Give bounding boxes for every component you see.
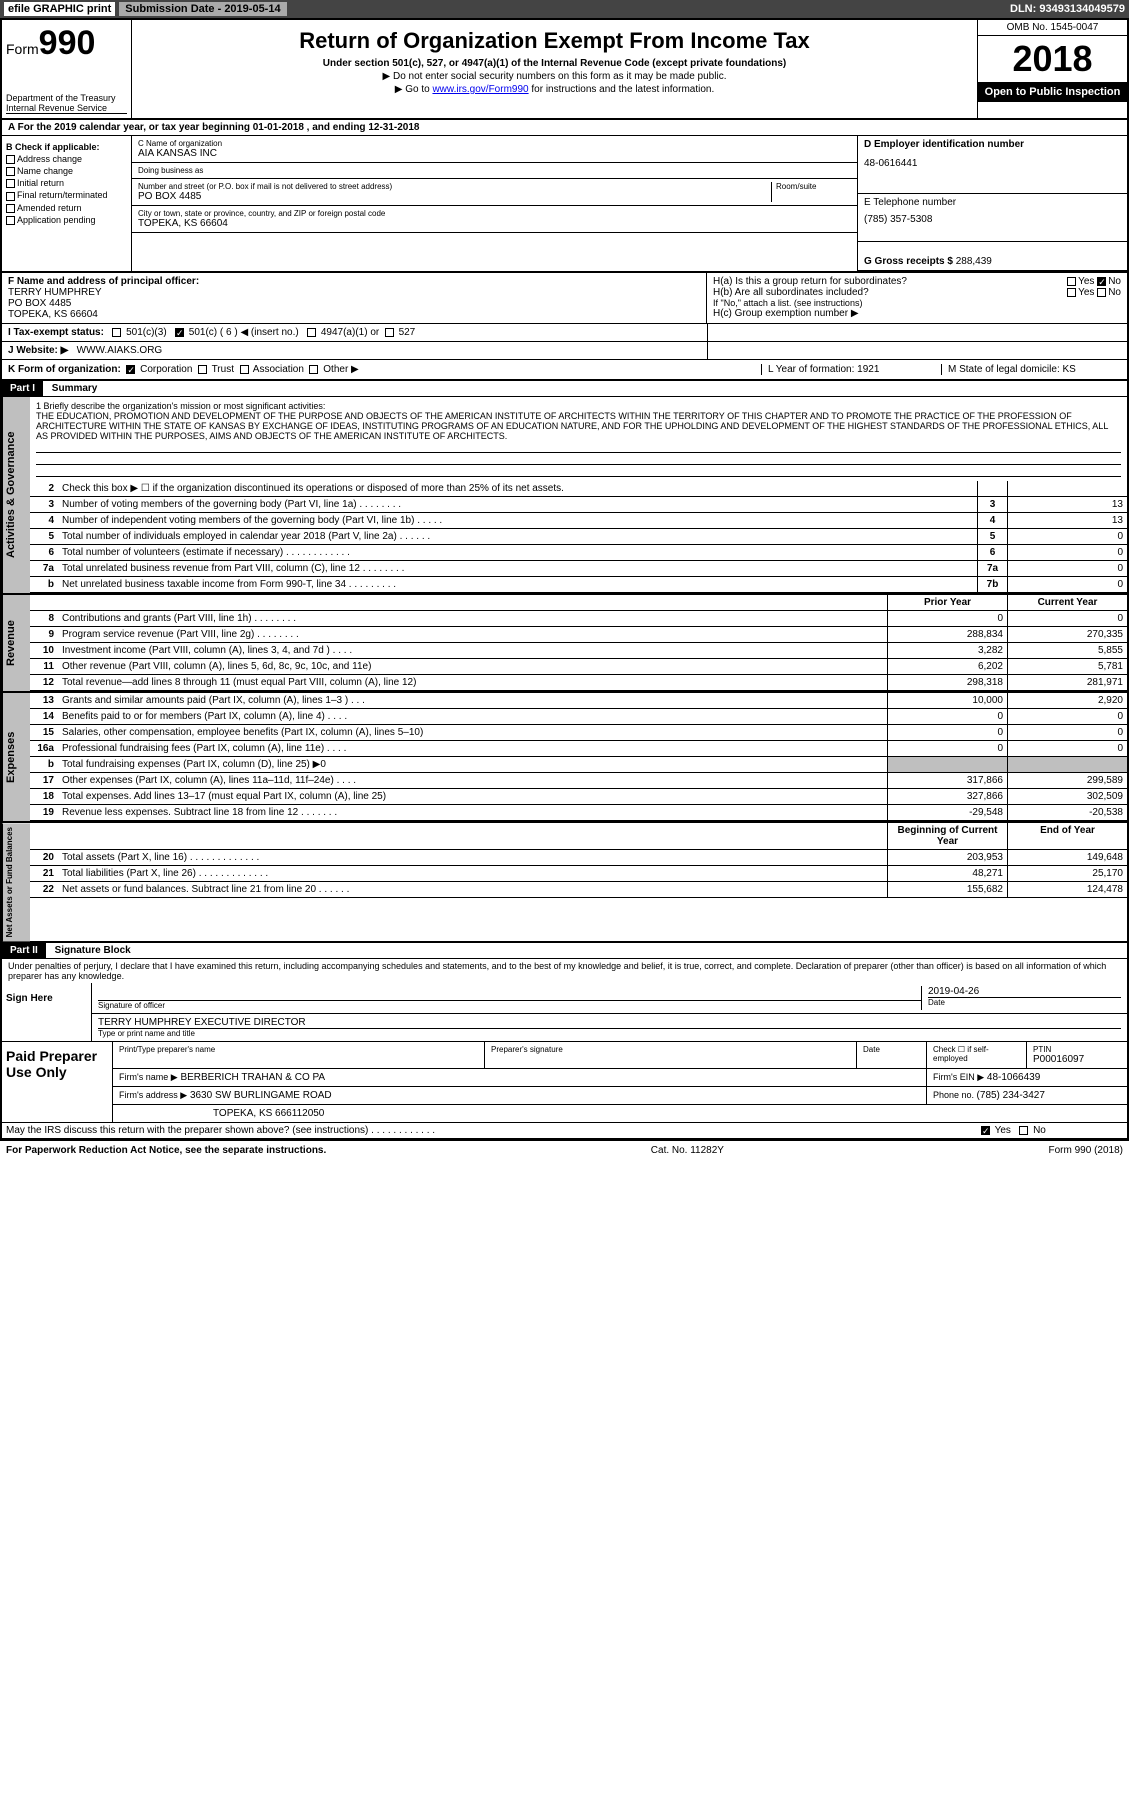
mission-text: THE EDUCATION, PROMOTION AND DEVELOPMENT…: [36, 411, 1121, 441]
form-container: Form990 Department of the Treasury Inter…: [0, 18, 1129, 1141]
line-8: 8 Contributions and grants (Part VIII, l…: [30, 611, 1127, 627]
line-14: 14 Benefits paid to or for members (Part…: [30, 709, 1127, 725]
line-4: 4 Number of independent voting members o…: [30, 513, 1127, 529]
line-17: 17 Other expenses (Part IX, column (A), …: [30, 773, 1127, 789]
line-b: b Net unrelated business taxable income …: [30, 577, 1127, 593]
form-subtitle: Under section 501(c), 527, or 4947(a)(1)…: [140, 58, 969, 69]
line-21: 21 Total liabilities (Part X, line 26) .…: [30, 866, 1127, 882]
line-19: 19 Revenue less expenses. Subtract line …: [30, 805, 1127, 821]
submission-date: Submission Date - 2019-05-14: [119, 2, 286, 16]
paid-preparer-block: Paid Preparer Use Only Print/Type prepar…: [2, 1042, 1127, 1123]
state-domicile: KS: [1063, 364, 1076, 375]
section-expenses: Expenses 13 Grants and similar amounts p…: [2, 691, 1127, 821]
col-header-py-cy: Prior Year Current Year: [30, 595, 1127, 611]
h-a: H(a) Is this a group return for subordin…: [713, 276, 1121, 287]
officer-name-title: TERRY HUMPHREY EXECUTIVE DIRECTOR: [98, 1017, 1121, 1028]
line-13: 13 Grants and similar amounts paid (Part…: [30, 693, 1127, 709]
tax-year: 2018: [978, 36, 1127, 82]
line-b: b Total fundraising expenses (Part IX, c…: [30, 757, 1127, 773]
firm-phone: (785) 234-3427: [977, 1090, 1045, 1101]
row-a-tax-year: A For the 2019 calendar year, or tax yea…: [2, 120, 1127, 136]
irs-label: Internal Revenue Service: [6, 103, 127, 114]
section-revenue: Revenue Prior Year Current Year 8 Contri…: [2, 593, 1127, 691]
perjury-statement: Under penalties of perjury, I declare th…: [2, 959, 1127, 983]
row-i-tax-status: I Tax-exempt status: 501(c)(3) ✓ 501(c) …: [2, 324, 1127, 342]
mission: 1 Briefly describe the organization's mi…: [30, 397, 1127, 481]
city-state-zip: TOPEKA, KS 66604: [138, 218, 851, 229]
form-number: Form990: [6, 24, 127, 63]
h-c: H(c) Group exemption number ▶: [713, 308, 1121, 319]
header: Form990 Department of the Treasury Inter…: [2, 20, 1127, 120]
street-address: PO BOX 4485: [138, 191, 771, 202]
row-k-form-org: K Form of organization: ✓ Corporation Tr…: [2, 360, 1127, 381]
line-12: 12 Total revenue—add lines 8 through 11 …: [30, 675, 1127, 691]
ptin: P00016097: [1033, 1054, 1121, 1065]
line-11: 11 Other revenue (Part VIII, column (A),…: [30, 659, 1127, 675]
cb-name-change[interactable]: Name change: [6, 166, 127, 176]
cb-pending[interactable]: Application pending: [6, 215, 127, 225]
cb-amended[interactable]: Amended return: [6, 203, 127, 213]
sign-date: 2019-04-26: [928, 986, 1121, 997]
sign-here-block: Sign Here Signature of officer 2019-04-2…: [2, 983, 1127, 1042]
omb-number: OMB No. 1545-0047: [978, 20, 1127, 36]
irs-link[interactable]: www.irs.gov/Form990: [432, 84, 528, 95]
note-ssn: ▶ Do not enter social security numbers o…: [140, 71, 969, 82]
discuss-row: May the IRS discuss this return with the…: [2, 1123, 1127, 1139]
ein: 48-0616441: [864, 158, 1121, 169]
line-3: 3 Number of voting members of the govern…: [30, 497, 1127, 513]
line-9: 9 Program service revenue (Part VIII, li…: [30, 627, 1127, 643]
cb-final-return[interactable]: Final return/terminated: [6, 190, 127, 200]
line-16a: 16a Professional fundraising fees (Part …: [30, 741, 1127, 757]
year-formation: 1921: [857, 364, 879, 375]
efile-badge: efile GRAPHIC print: [4, 2, 115, 16]
h-b: H(b) Are all subordinates included? Yes …: [713, 287, 1121, 298]
firm-ein: 48-1066439: [987, 1072, 1040, 1083]
section-net-assets: Net Assets or Fund Balances Beginning of…: [2, 821, 1127, 941]
cb-address-change[interactable]: Address change: [6, 154, 127, 164]
form-title: Return of Organization Exempt From Incom…: [140, 28, 969, 54]
part-i-header: Part I Summary: [2, 381, 1127, 397]
col-c-org-info: C Name of organization AIA KANSAS INC Do…: [132, 136, 857, 271]
telephone: (785) 357-5308: [864, 214, 1121, 225]
cb-initial-return[interactable]: Initial return: [6, 178, 127, 188]
line-6: 6 Total number of volunteers (estimate i…: [30, 545, 1127, 561]
col-header-begin-end: Beginning of Current Year End of Year: [30, 823, 1127, 850]
firm-address: 3630 SW BURLINGAME ROAD: [190, 1090, 332, 1101]
col-d-ein: D Employer identification number 48-0616…: [857, 136, 1127, 271]
line-7a: 7a Total unrelated business revenue from…: [30, 561, 1127, 577]
part-ii-header: Part II Signature Block: [2, 941, 1127, 959]
open-public: Open to Public Inspection: [978, 82, 1127, 102]
note-link: ▶ Go to www.irs.gov/Form990 for instruct…: [140, 84, 969, 95]
officer-name: TERRY HUMPHREY: [8, 287, 700, 298]
dln: DLN: 93493134049579: [1010, 3, 1125, 15]
col-b-checkboxes: B Check if applicable: Address change Na…: [2, 136, 132, 271]
block-bcd: B Check if applicable: Address change Na…: [2, 136, 1127, 273]
line-15: 15 Salaries, other compensation, employe…: [30, 725, 1127, 741]
row-f-officer: F Name and address of principal officer:…: [2, 273, 1127, 324]
footer: For Paperwork Reduction Act Notice, see …: [0, 1141, 1129, 1160]
line-22: 22 Net assets or fund balances. Subtract…: [30, 882, 1127, 898]
line-5: 5 Total number of individuals employed i…: [30, 529, 1127, 545]
org-name: AIA KANSAS INC: [138, 148, 851, 159]
top-bar: efile GRAPHIC print Submission Date - 20…: [0, 0, 1129, 18]
section-governance: Activities & Governance 1 Briefly descri…: [2, 397, 1127, 593]
website: WWW.AIAKS.ORG: [77, 345, 163, 356]
line-18: 18 Total expenses. Add lines 13–17 (must…: [30, 789, 1127, 805]
dept-treasury: Department of the Treasury: [6, 93, 127, 103]
firm-name: BERBERICH TRAHAN & CO PA: [180, 1072, 325, 1083]
line-10: 10 Investment income (Part VIII, column …: [30, 643, 1127, 659]
line-20: 20 Total assets (Part X, line 16) . . . …: [30, 850, 1127, 866]
gross-receipts: 288,439: [956, 256, 992, 267]
row-j-website: J Website: ▶ WWW.AIAKS.ORG: [2, 342, 1127, 360]
line-2: 2 Check this box ▶ ☐ if the organization…: [30, 481, 1127, 497]
